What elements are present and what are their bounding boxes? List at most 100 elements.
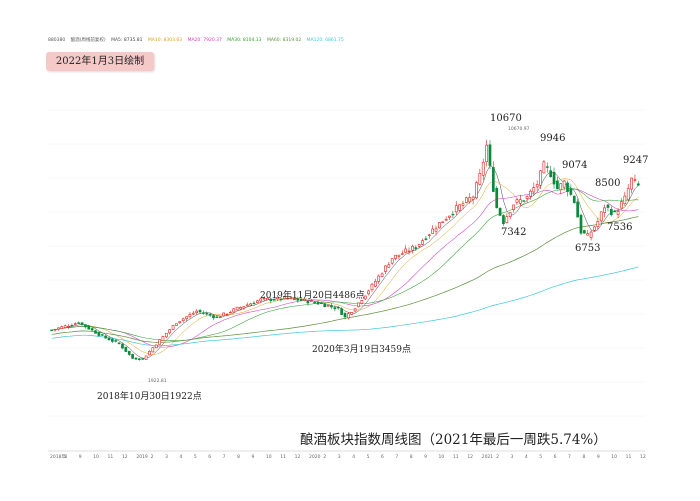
candle-body (178, 321, 182, 324)
candle-body (303, 299, 306, 301)
candle (309, 299, 313, 302)
candle-body (363, 295, 367, 300)
candle (77, 321, 81, 324)
candle-body (454, 205, 458, 213)
candle-body (357, 302, 360, 307)
candle (556, 177, 559, 190)
anno-price-1922-81: 1922.81 (148, 378, 167, 384)
candle-body (97, 332, 101, 336)
candle-body (613, 210, 617, 213)
x-tick-label: 11 (453, 454, 459, 460)
candle-body (225, 313, 229, 316)
candle (229, 310, 232, 314)
x-tick-label: 10 (439, 454, 445, 460)
candle (124, 346, 128, 353)
candle-body (636, 183, 640, 186)
candle (269, 297, 273, 304)
candle-body (212, 315, 215, 319)
candle (306, 300, 310, 306)
ma5-line (51, 165, 639, 359)
candle (323, 302, 327, 308)
candle (279, 298, 283, 302)
candle-body (448, 215, 451, 218)
candle (427, 233, 431, 239)
candle-body (414, 247, 418, 249)
candle (397, 254, 401, 260)
candle-body (387, 264, 391, 268)
candle-body (478, 172, 482, 185)
candle-body (400, 253, 404, 255)
candle (80, 322, 84, 326)
date-badge: 2022年1月3日绘制 (46, 52, 154, 71)
candle (417, 243, 421, 249)
candle (218, 316, 222, 319)
candle-body (242, 306, 246, 309)
candle (178, 321, 182, 325)
candle-body (572, 195, 576, 204)
candle (448, 215, 451, 220)
candle-body (299, 298, 303, 301)
candle (188, 312, 192, 319)
x-tick-label: 2 (151, 454, 154, 460)
candle (360, 299, 364, 305)
candle-body (552, 171, 556, 185)
candle (293, 298, 296, 301)
candle-body (377, 275, 381, 282)
candle (198, 308, 202, 315)
candle-body (367, 290, 370, 295)
candle (127, 350, 131, 356)
candle-body (191, 312, 195, 315)
candle-body (235, 306, 239, 311)
candle-body (232, 308, 236, 313)
candle (262, 296, 266, 302)
candle (431, 225, 435, 234)
anno-low-2018-10-30: 2018年10月30日1922点 (97, 390, 202, 402)
candle-body (80, 322, 84, 325)
candle-body (417, 243, 421, 247)
candle (137, 357, 141, 361)
candle (144, 355, 148, 360)
ma60-line (51, 216, 639, 343)
candle-body (394, 254, 397, 259)
candle (384, 265, 387, 275)
candle-body (239, 307, 242, 310)
candle-body (579, 214, 583, 234)
candle (94, 329, 97, 334)
candle (586, 230, 590, 236)
anno-low-7342: 7342 (501, 227, 526, 238)
candle-body (559, 183, 563, 191)
candle-body (188, 314, 192, 318)
candle-body (545, 166, 549, 168)
x-tick-label: 6 (381, 454, 384, 460)
candle-body (512, 204, 515, 210)
candle-body (60, 326, 64, 329)
candle (609, 206, 613, 217)
candle (202, 310, 205, 315)
candle (387, 261, 391, 268)
moving-averages (51, 165, 639, 359)
x-tick-label: 8 (237, 454, 240, 460)
candle (313, 301, 317, 304)
candle-body (505, 216, 509, 223)
candle-body (208, 314, 212, 316)
candle-body (626, 188, 630, 201)
candle-body (421, 240, 424, 245)
candle-body (407, 250, 411, 253)
candle-body (431, 228, 435, 234)
candle-body (508, 212, 512, 217)
candle-body (202, 312, 205, 314)
candle-body (465, 197, 468, 203)
candle (508, 212, 512, 220)
candle-body (323, 303, 327, 308)
candle-body (633, 179, 637, 181)
candle-body (279, 298, 283, 300)
candle-body (53, 328, 57, 331)
candle-body (269, 298, 273, 301)
candle (579, 213, 583, 236)
candle-body (384, 265, 387, 272)
candle-body (616, 211, 620, 215)
candle (239, 306, 242, 311)
candle (255, 299, 259, 304)
candle (53, 328, 57, 332)
